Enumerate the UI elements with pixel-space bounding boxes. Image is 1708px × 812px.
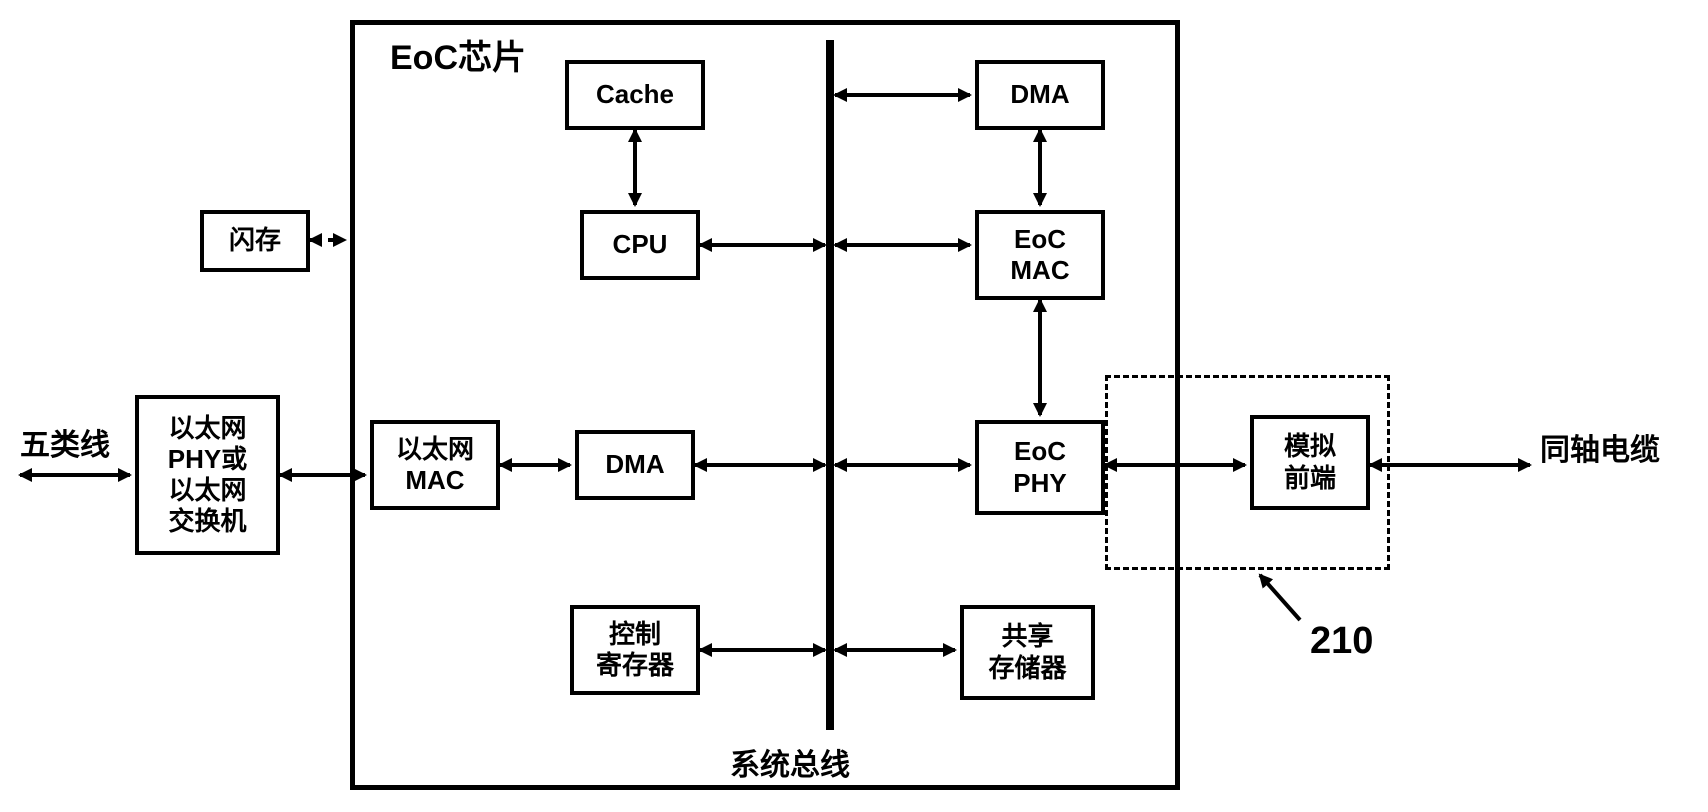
label-ref-210: 210	[1310, 620, 1373, 663]
block-flash: 闪存	[200, 210, 310, 272]
block-dma-right: DMA	[975, 60, 1105, 130]
block-shared-mem: 共享存储器	[960, 605, 1095, 700]
chip-title: EoC芯片	[390, 30, 526, 79]
block-eoc-phy: EoCPHY	[975, 420, 1105, 515]
label-system-bus: 系统总线	[730, 740, 850, 784]
block-cpu: CPU	[580, 210, 700, 280]
block-analog-frontend: 模拟前端	[1250, 415, 1370, 510]
label-coax: 同轴电缆	[1540, 425, 1660, 469]
label-cat5: 五类线	[20, 420, 110, 464]
block-ctrl-reg: 控制寄存器	[570, 605, 700, 695]
block-dma-left: DMA	[575, 430, 695, 500]
block-eth-mac: 以太网MAC	[370, 420, 500, 510]
block-cache: Cache	[565, 60, 705, 130]
block-phy-switch: 以太网PHY或以太网交换机	[135, 395, 280, 555]
block-eoc-mac: EoCMAC	[975, 210, 1105, 300]
